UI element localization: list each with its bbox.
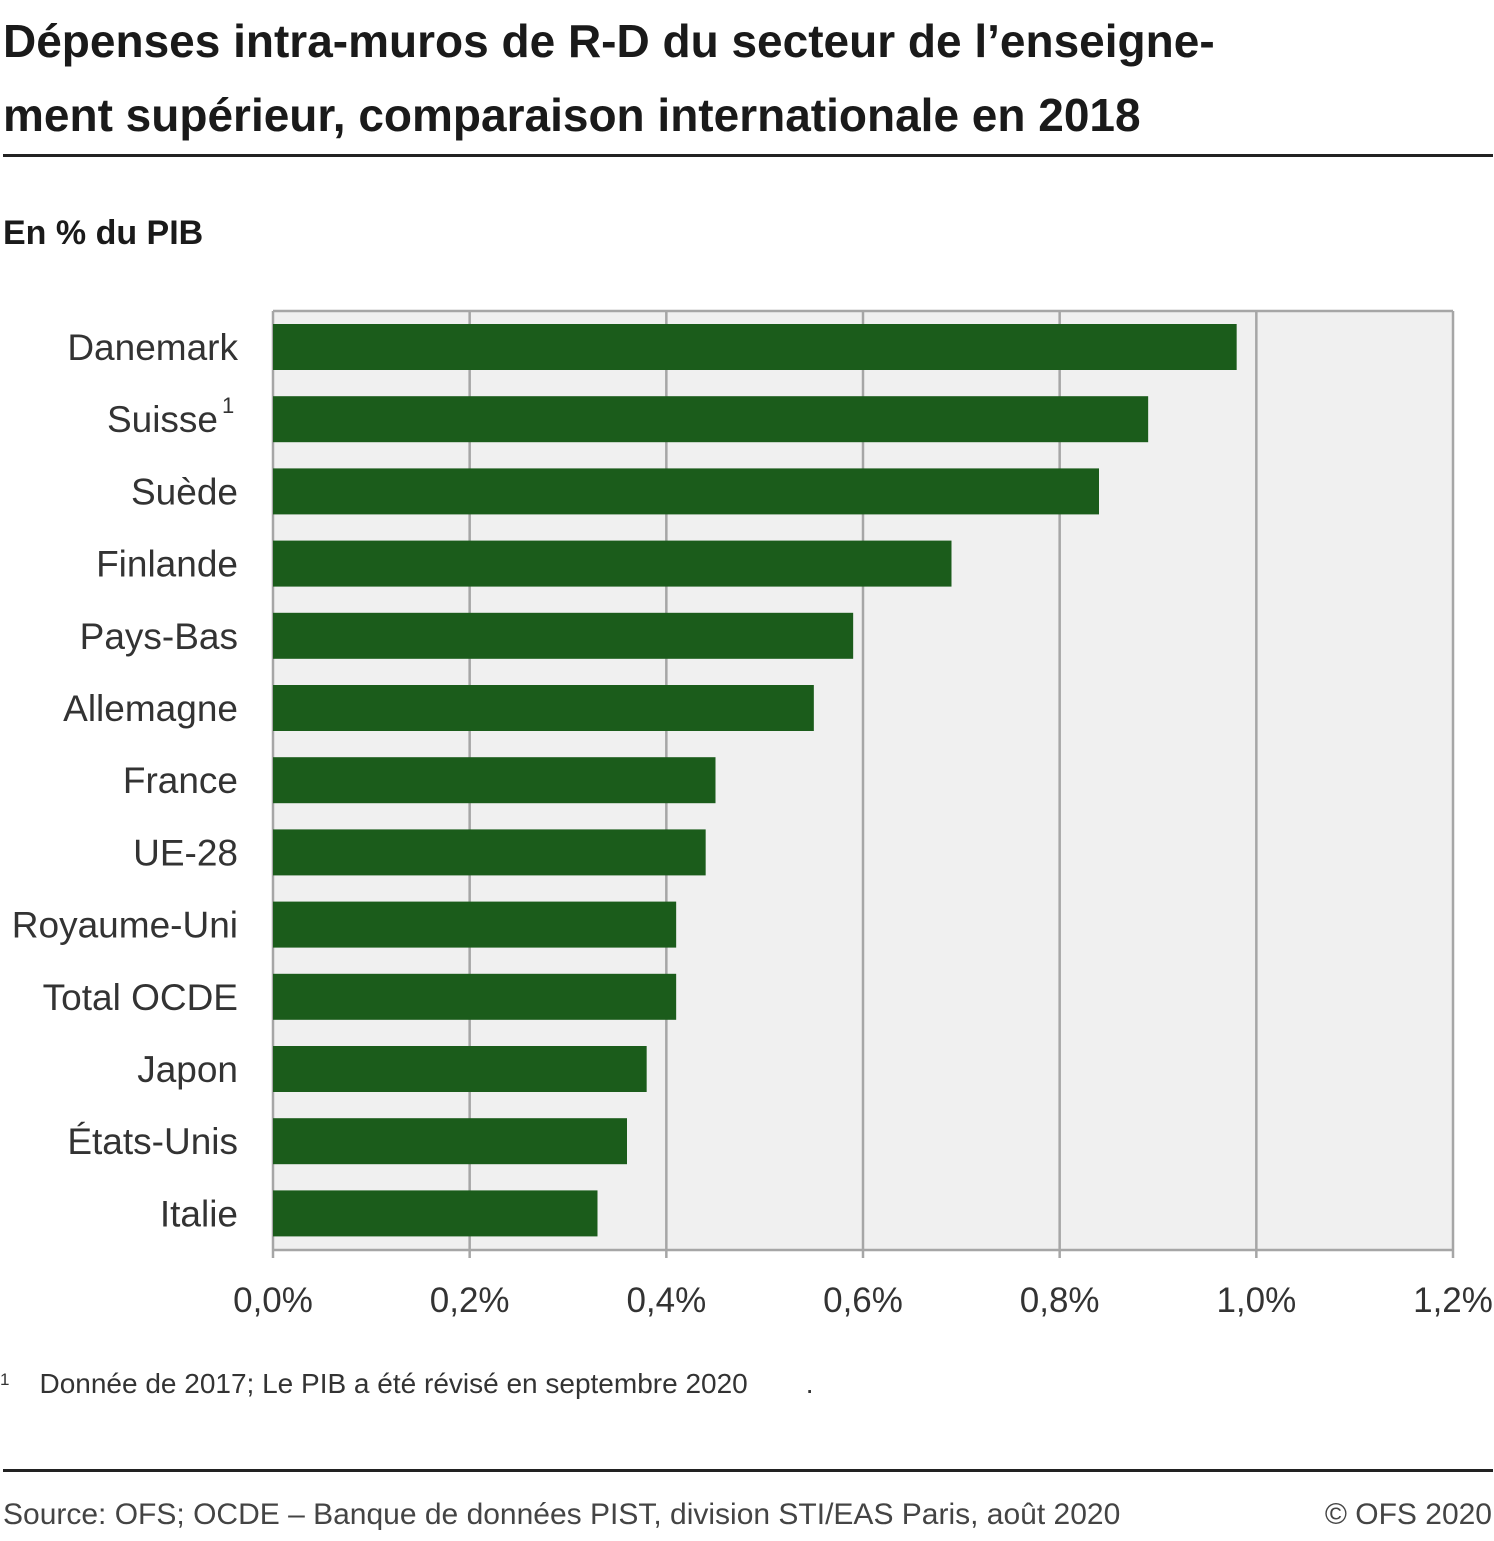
category-label: Japon xyxy=(137,1049,238,1090)
category-label: Danemark xyxy=(67,327,238,368)
category-label: UE-28 xyxy=(133,832,238,873)
category-label: Royaume-Uni xyxy=(12,905,238,946)
x-tick-label: 0,4% xyxy=(626,1281,706,1320)
x-tick-label: 1,0% xyxy=(1216,1281,1296,1320)
category-label: France xyxy=(123,760,238,801)
bar xyxy=(273,1118,627,1165)
x-tick-label: 0,0% xyxy=(233,1281,313,1320)
category-label: Pays-Bas xyxy=(80,616,238,657)
chart-title-line-2: ment supérieur, comparaison internationa… xyxy=(3,89,1141,141)
x-tick-label: 0,2% xyxy=(430,1281,510,1320)
bar xyxy=(273,1046,647,1092)
footer-divider xyxy=(3,1469,1493,1472)
bar xyxy=(273,612,854,659)
bar-chart: 0,0% 0,2% 0,4% 0,6% 0,8% 1,0% 1,2% Danemark Suis… xyxy=(12,309,1493,1320)
source-note: Source: OFS; OCDE – Banque de données PI… xyxy=(3,1498,1121,1531)
bar xyxy=(273,396,1149,443)
category-footnote-marker: 1 xyxy=(222,393,234,418)
unit-label: En % du PIB xyxy=(3,214,204,252)
footnote-trailing: . xyxy=(805,1368,814,1399)
category-label: Finlande xyxy=(96,544,238,585)
footnote: 1 Donnée de 2017; Le PIB a été révisé en … xyxy=(0,1368,814,1400)
bar xyxy=(273,757,716,804)
footnote-marker: 1 xyxy=(0,1370,10,1389)
footnote-text: Donnée de 2017; Le PIB a été révisé en s… xyxy=(39,1368,748,1399)
bar xyxy=(273,324,1237,370)
category-label: Total OCDE xyxy=(43,977,238,1018)
bar xyxy=(273,540,952,587)
bar xyxy=(273,829,706,876)
x-tick-label: 0,8% xyxy=(1020,1281,1100,1320)
bar xyxy=(273,1190,598,1237)
chart-title-line-1: Dépenses intra-muros de R-D du secteur d… xyxy=(3,15,1215,67)
category-label: États-Unis xyxy=(67,1121,238,1162)
x-tick-label: 1,2% xyxy=(1413,1281,1493,1320)
x-tick-label: 0,6% xyxy=(823,1281,903,1320)
copyright-note: © OFS 2020 xyxy=(1324,1498,1492,1531)
bar xyxy=(273,468,1099,515)
bar xyxy=(273,973,677,1020)
category-label: Allemagne xyxy=(63,688,238,729)
category-label: Suède xyxy=(131,471,238,512)
title-divider xyxy=(3,154,1493,157)
category-label: Suisse xyxy=(107,399,218,440)
category-label: Italie xyxy=(160,1193,238,1234)
chart-title: Dépenses intra-muros de R-D du secteur d… xyxy=(3,4,1483,152)
bar xyxy=(273,901,677,948)
bar xyxy=(273,685,814,731)
